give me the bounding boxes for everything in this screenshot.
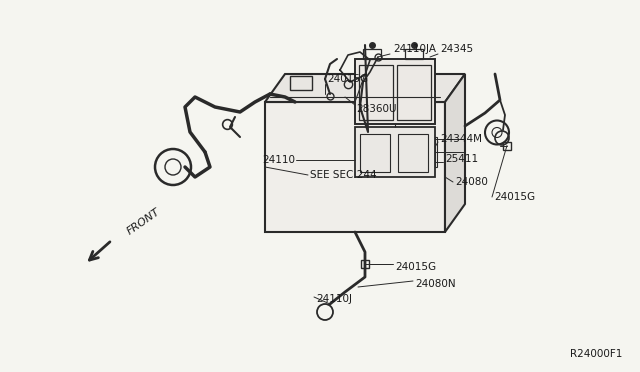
Bar: [385, 76, 407, 90]
Text: 28360U: 28360U: [356, 104, 397, 114]
Text: 24344M: 24344M: [440, 134, 482, 144]
Text: 24110: 24110: [262, 155, 295, 165]
Bar: [398, 134, 428, 172]
Bar: [355, 127, 435, 177]
Polygon shape: [445, 74, 465, 232]
Bar: [355, 59, 435, 124]
Text: 24015G: 24015G: [494, 192, 535, 202]
Bar: [359, 65, 393, 120]
Text: 24110J: 24110J: [316, 294, 352, 304]
Text: 24015G: 24015G: [395, 262, 436, 272]
Text: FRONT: FRONT: [125, 207, 162, 237]
Text: SEE SEC.244: SEE SEC.244: [310, 170, 376, 180]
Bar: [397, 65, 431, 120]
Text: 24110JA: 24110JA: [393, 44, 436, 54]
Text: 24345: 24345: [440, 44, 473, 54]
Bar: [435, 137, 437, 167]
Text: R24000F1: R24000F1: [570, 349, 622, 359]
Bar: [360, 134, 390, 172]
Polygon shape: [265, 74, 465, 102]
Bar: [363, 49, 381, 59]
Bar: [405, 49, 423, 59]
Bar: [265, 102, 445, 232]
Bar: [290, 76, 312, 90]
Text: 24080: 24080: [455, 177, 488, 187]
Text: 25411: 25411: [445, 154, 478, 164]
Text: 24015G: 24015G: [327, 74, 368, 84]
Text: 24080N: 24080N: [415, 279, 456, 289]
